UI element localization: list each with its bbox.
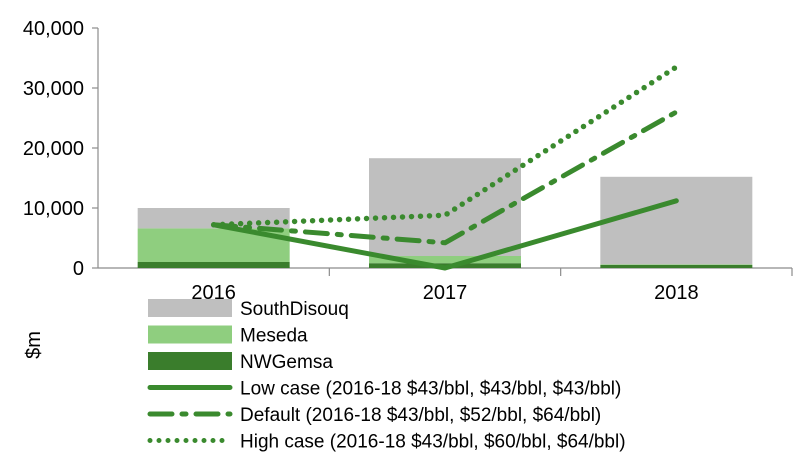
y-axis-label: $m [23, 331, 45, 359]
y-tick-label: 10,000 [23, 198, 84, 220]
bar-southdisouq [600, 176, 753, 265]
lines [210, 64, 680, 271]
legend: SouthDisouq Meseda NWGemsa Low case (2016-1… [147, 299, 626, 453]
legend-label: High case (2016-18 $43/bbl, $60/bbl, $64… [240, 432, 626, 453]
line-dotted [210, 64, 680, 228]
legend-swatch [148, 352, 232, 370]
legend-label: Meseda [240, 326, 308, 347]
y-tick-label: 20,000 [23, 138, 84, 160]
bar-meseda [369, 256, 521, 264]
legend-label: SouthDisouq [240, 299, 349, 320]
legend-swatch [148, 325, 232, 344]
y-tick-label: 0 [73, 258, 84, 280]
legend-swatch [148, 299, 232, 317]
legend-label: NWGemsa [240, 352, 333, 373]
line-dashdot [211, 109, 679, 246]
line-solid [211, 198, 679, 271]
bar-southdisouq [369, 158, 521, 256]
bar-nwgemsa [600, 265, 753, 268]
bar-meseda [600, 264, 753, 265]
bar-nwgemsa [137, 262, 290, 268]
x-tick-label: 2018 [654, 282, 699, 304]
legend-label: Low case (2016-18 $43/bbl, $43/bbl, $43/… [240, 379, 621, 400]
y-tick-label: 30,000 [23, 78, 84, 100]
y-tick-label: 40,000 [23, 18, 84, 40]
x-tick-label: 2016 [191, 282, 236, 304]
x-tick-label: 2017 [423, 282, 468, 304]
legend-label: Default (2016-18 $43/bbl, $52/bbl, $64/b… [240, 405, 601, 426]
